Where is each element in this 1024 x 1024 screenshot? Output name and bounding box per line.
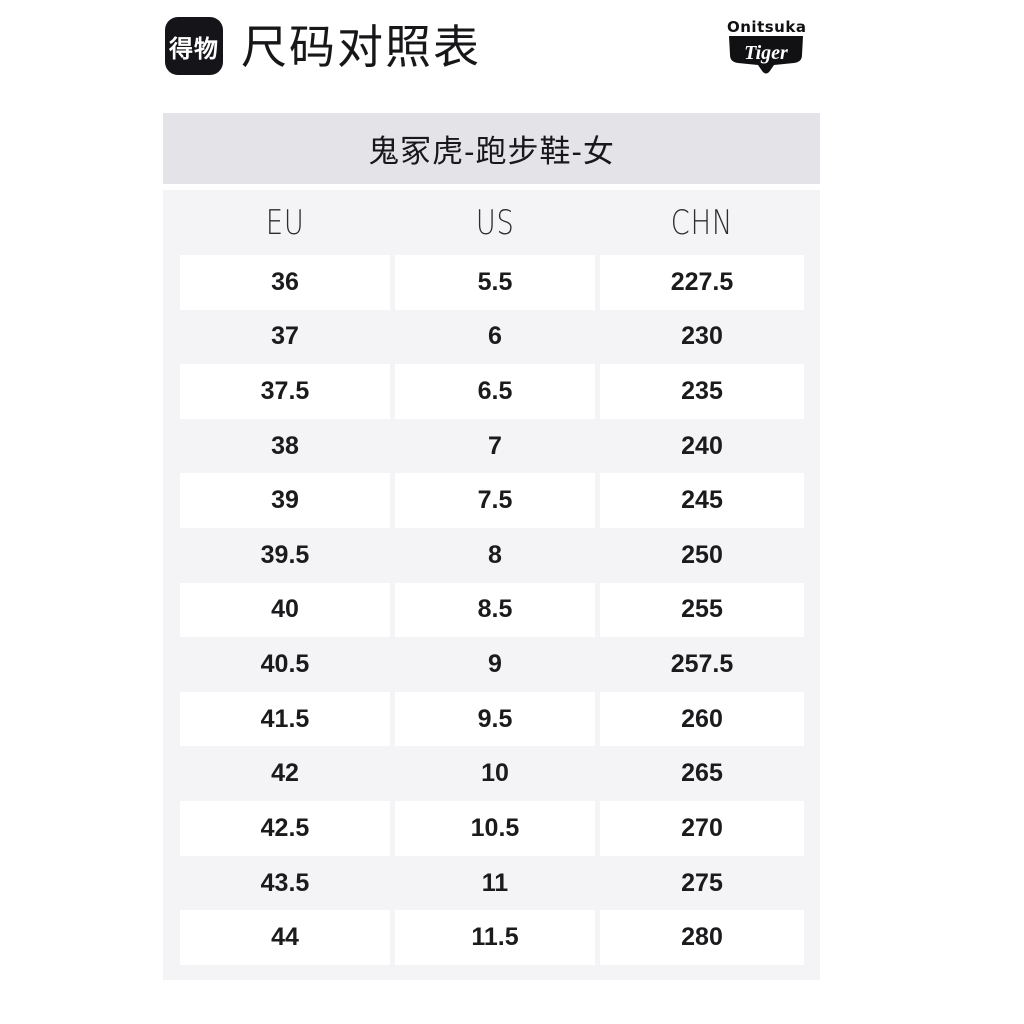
table-cell: 44	[180, 910, 390, 965]
table-row: 40 8.5 255	[180, 582, 804, 638]
table-header-row: EU US CHN	[180, 190, 804, 255]
table-cell: 9	[488, 650, 502, 679]
table-cell: 10.5	[395, 801, 595, 856]
table-row: 36 5.5 227.5	[180, 255, 804, 310]
size-table-body: 36 5.5 227.5 37 6 230 37.5 6.5 235 38 7 240 39 7.5 245…	[180, 255, 804, 965]
table-cell: 275	[681, 868, 723, 897]
table-cell: 9.5	[395, 691, 595, 747]
table-row: 39 7.5 245	[180, 473, 804, 529]
table-cell: 36	[180, 255, 390, 310]
size-conversion-table: EU US CHN 36 5.5 227.5 37 6 230 37.5 6.5 235 38 7 2…	[163, 190, 820, 980]
table-row: 42 10 265	[180, 746, 804, 801]
table-cell: 42	[271, 759, 299, 788]
table-cell: 245	[600, 473, 804, 529]
product-category-banner: 鬼冢虎-跑步鞋-女	[163, 113, 820, 184]
table-cell: 41.5	[180, 691, 390, 747]
table-cell: 230	[681, 322, 723, 351]
table-cell: 280	[600, 910, 804, 965]
product-category-title: 鬼冢虎-跑步鞋-女	[368, 134, 615, 169]
table-cell: 7.5	[395, 473, 595, 529]
table-row: 37 6 230	[180, 310, 804, 365]
table-row: 42.5 10.5 270	[180, 801, 804, 856]
table-cell: 42.5	[180, 801, 390, 856]
table-cell: 270	[600, 801, 804, 856]
table-row: 44 11.5 280	[180, 910, 804, 965]
table-cell: 11.5	[395, 910, 595, 965]
table-cell: 6.5	[395, 364, 595, 419]
column-header-us: US	[475, 202, 515, 243]
table-cell: 260	[600, 691, 804, 747]
table-cell: 39.5	[260, 540, 310, 569]
table-cell: 255	[600, 582, 804, 638]
table-cell: 8	[488, 540, 502, 569]
table-cell: 5.5	[395, 255, 595, 310]
table-cell: 8.5	[395, 582, 595, 638]
page-title: 尺码对照表	[241, 21, 481, 73]
tiger-script-text: Tiger	[744, 42, 788, 64]
table-cell: 39	[180, 473, 390, 529]
table-cell: 37.5	[180, 364, 390, 419]
dewu-app-logo: 得物	[165, 17, 223, 75]
onitsuka-wordmark: Onitsuka	[727, 18, 807, 36]
table-cell: 7	[488, 431, 502, 460]
table-row: 39.5 8 250	[180, 528, 804, 583]
table-cell: 40.5	[260, 650, 310, 679]
table-cell: 235	[600, 364, 804, 419]
dewu-logo-text: 得物	[169, 35, 219, 63]
table-cell: 227.5	[600, 255, 804, 310]
table-cell: 265	[681, 759, 723, 788]
table-row: 43.5 11 275	[180, 856, 804, 911]
table-cell: 250	[681, 540, 723, 569]
table-cell: 40	[180, 582, 390, 638]
table-cell: 38	[271, 431, 299, 460]
table-cell: 257.5	[670, 650, 734, 679]
table-cell: 10	[481, 759, 509, 788]
column-header-chn: CHN	[670, 202, 734, 243]
column-header-eu: EU	[265, 202, 305, 243]
table-cell: 37	[271, 322, 299, 351]
table-row: 37.5 6.5 235	[180, 364, 804, 419]
table-row: 38 7 240	[180, 419, 804, 474]
table-row: 40.5 9 257.5	[180, 637, 804, 692]
table-cell: 6	[488, 322, 502, 351]
table-cell: 11	[481, 868, 509, 897]
onitsuka-tiger-logo: Onitsuka Tiger	[727, 18, 807, 74]
table-cell: 240	[681, 431, 723, 460]
tiger-shield-icon: Tiger	[729, 36, 803, 74]
table-row: 41.5 9.5 260	[180, 691, 804, 747]
table-cell: 43.5	[260, 868, 310, 897]
